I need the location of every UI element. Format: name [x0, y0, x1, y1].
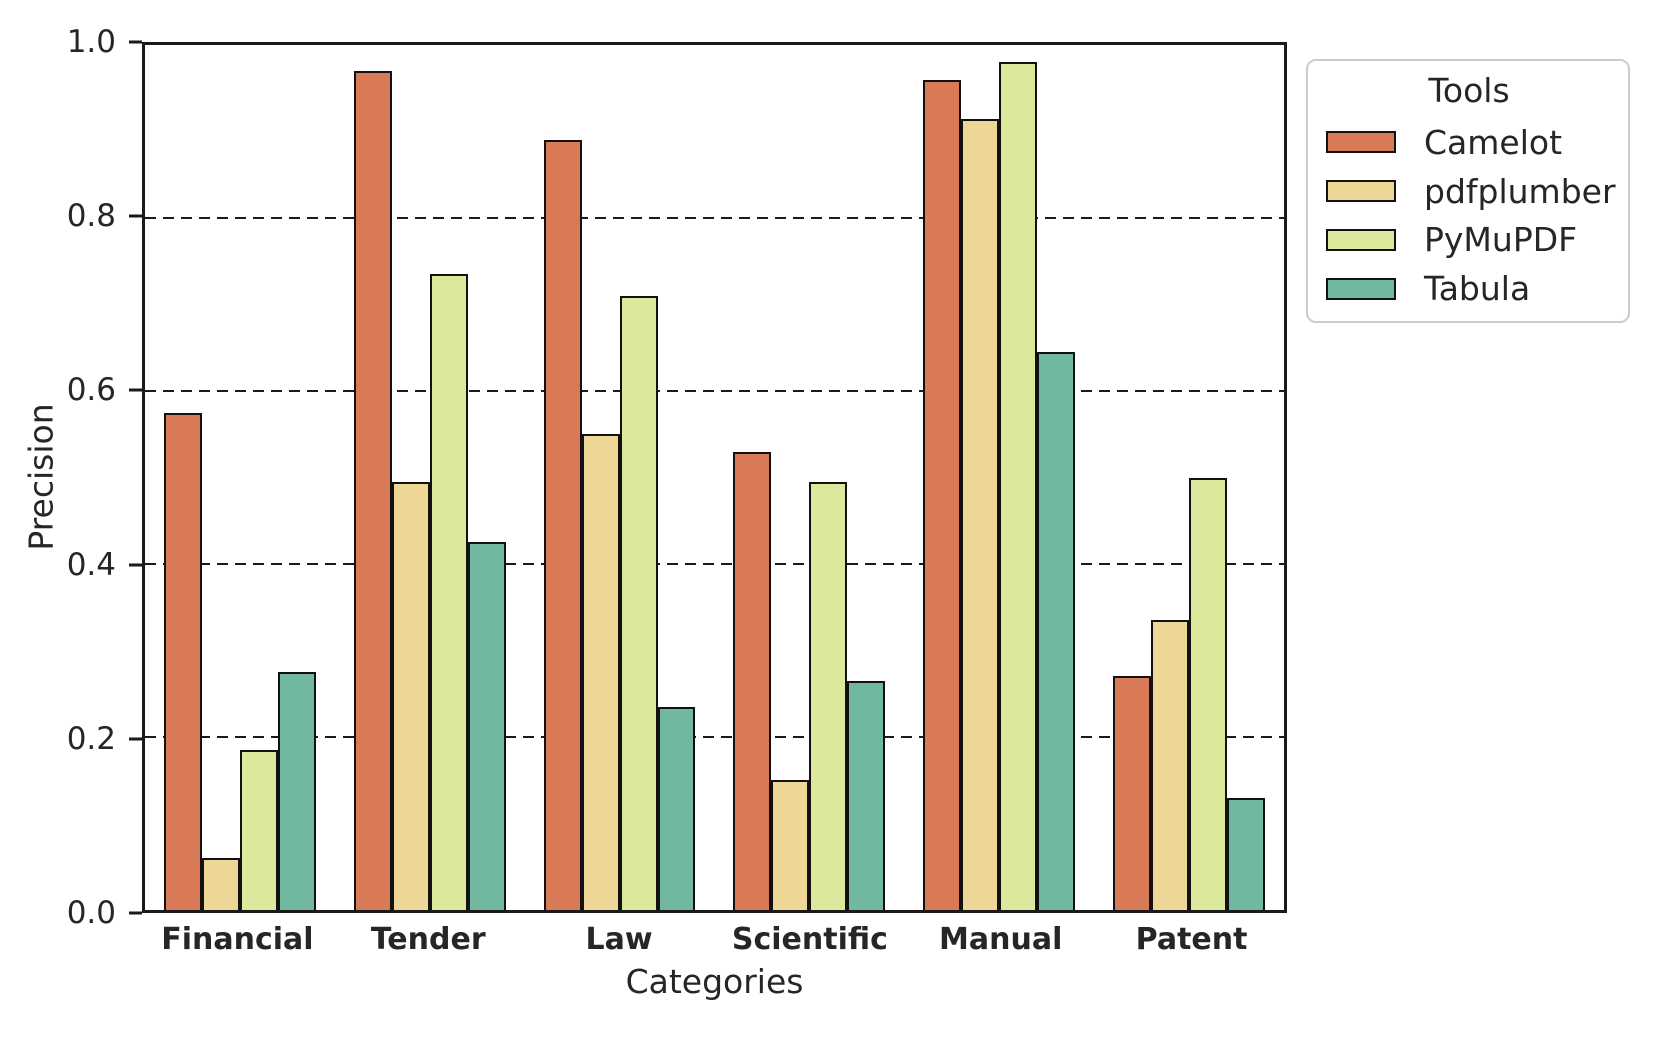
legend-label: Camelot — [1424, 122, 1563, 162]
legend-title: Tools — [1428, 71, 1510, 110]
legend-label: Tabula — [1424, 269, 1531, 309]
legend-swatch-pymupdf — [1326, 228, 1396, 251]
bar-camelot-tender — [353, 70, 392, 910]
bar-tabula-scientific — [847, 680, 886, 910]
bar-group-scientific — [714, 45, 904, 910]
bar-camelot-financial — [164, 412, 202, 910]
bar-tabula-tender — [467, 542, 506, 910]
category-label: Financial — [161, 922, 314, 957]
legend-label: pdfplumber — [1424, 171, 1616, 211]
y-axis-tick-marks — [129, 40, 142, 915]
bar-group-financial — [145, 45, 335, 910]
legend-swatch-camelot — [1326, 131, 1396, 154]
bar-pdfplumber-law — [581, 434, 620, 910]
gridline — [145, 216, 1284, 220]
legend-item: Tabula — [1326, 264, 1612, 313]
y-tick-mark — [129, 388, 142, 392]
bar-pymupdf-financial — [239, 749, 278, 910]
legend-item: Camelot — [1326, 118, 1612, 167]
y-axis-tick-labels: 1.0 0.8 0.6 0.4 0.2 0.0 — [0, 24, 130, 931]
category-label: Tender — [370, 922, 486, 957]
category-label: Law — [585, 922, 653, 957]
bar-pdfplumber-scientific — [771, 780, 810, 910]
legend-label: PyMuPDF — [1424, 220, 1578, 260]
legend-item: pdfplumber — [1326, 167, 1616, 216]
bar-camelot-manual — [923, 79, 962, 910]
y-tick-label: 0.4 — [66, 546, 116, 583]
bar-camelot-patent — [1113, 676, 1152, 910]
y-tick-mark — [129, 214, 142, 218]
bar-pdfplumber-tender — [391, 481, 430, 910]
bars — [145, 45, 1284, 910]
gridlines — [145, 45, 1284, 910]
bar-pymupdf-patent — [1189, 477, 1227, 910]
bar-tabula-manual — [1037, 352, 1076, 910]
bar-group-law — [525, 45, 715, 910]
bar-group-manual — [904, 45, 1094, 910]
bar-pdfplumber-financial — [201, 858, 240, 910]
bar-group-patent — [1094, 45, 1284, 910]
y-tick-label: 0.2 — [66, 720, 116, 757]
y-tick-mark — [129, 563, 142, 567]
y-tick-label: 0.0 — [66, 895, 116, 931]
bar-pymupdf-scientific — [809, 481, 848, 910]
bar-pdfplumber-manual — [961, 118, 1000, 910]
legend: Tools Camelot pdfplumber PyMuPDF Tabula — [1306, 59, 1630, 323]
legend-item: PyMuPDF — [1326, 216, 1612, 265]
y-tick-label: 0.6 — [66, 372, 116, 409]
y-tick-mark — [129, 911, 142, 915]
category-label: Patent — [1135, 922, 1248, 957]
bar-pymupdf-law — [619, 295, 658, 910]
category-label: Manual — [939, 922, 1063, 957]
bar-camelot-scientific — [733, 451, 772, 910]
bar-pymupdf-manual — [999, 62, 1038, 910]
gridline — [145, 562, 1284, 566]
y-tick-label: 1.0 — [66, 24, 116, 60]
bar-tabula-financial — [277, 672, 316, 910]
y-tick-label: 0.8 — [66, 198, 116, 235]
y-tick-mark — [129, 737, 142, 741]
category-label: Scientific — [731, 922, 888, 957]
bar-pymupdf-tender — [429, 274, 468, 910]
x-axis-title: Categories — [625, 962, 804, 1001]
bar-camelot-law — [543, 140, 582, 910]
y-tick-mark — [129, 40, 142, 44]
x-axis-category-labels: Financial Tender Law Scientific Manual P… — [142, 922, 1287, 957]
legend-swatch-pdfplumber — [1326, 180, 1396, 203]
bar-tabula-patent — [1227, 797, 1265, 910]
gridline — [145, 735, 1284, 739]
bar-pdfplumber-patent — [1151, 620, 1190, 910]
bar-tabula-law — [657, 706, 696, 910]
legend-swatch-tabula — [1326, 277, 1396, 300]
plot-area — [142, 42, 1287, 913]
gridline — [145, 389, 1284, 393]
bar-group-tender — [335, 45, 525, 910]
